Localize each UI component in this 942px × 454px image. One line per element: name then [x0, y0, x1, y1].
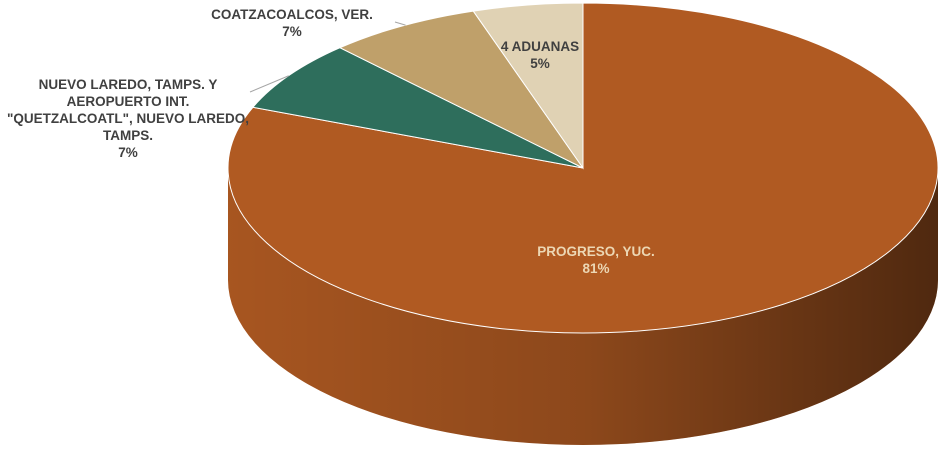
data-label: NUEVO LAREDO, TAMPS. Y AEROPUERTO INT. "… [3, 76, 253, 161]
value-label: 5% [530, 56, 550, 71]
value-label: 7% [118, 145, 138, 160]
value-label: 81% [582, 261, 610, 276]
leader-line [394, 21, 406, 26]
data-label: PROGRESO, YUC. 81% [496, 243, 696, 277]
slice [472, 2, 584, 170]
data-label: 4 ADUANAS 5% [480, 38, 600, 72]
category-label: COATZACOALCOS, VER. [211, 7, 373, 22]
category-label: 4 ADUANAS [500, 39, 580, 54]
side-shade [228, 168, 938, 445]
data-label: COATZACOALCOS, VER. 7% [177, 6, 407, 40]
leader-line [249, 75, 289, 93]
category-label: PROGRESO, YUC. [537, 244, 655, 259]
slice [338, 10, 584, 169]
category-label: NUEVO LAREDO, TAMPS. Y AEROPUERTO INT. "… [6, 77, 250, 143]
slice [251, 47, 584, 169]
value-label: 7% [282, 24, 302, 39]
